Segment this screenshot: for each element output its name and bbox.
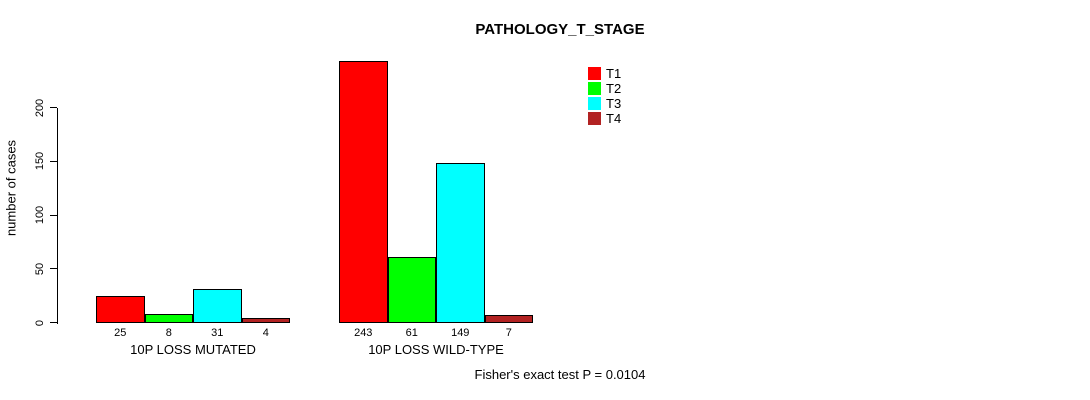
legend-swatch-t3 — [588, 97, 601, 110]
legend-row-t1: T1 — [588, 66, 621, 81]
category-label: 10P LOSS WILD-TYPE — [368, 342, 504, 357]
y-axis-tick — [50, 214, 57, 216]
bar-t2-group2 — [387, 257, 436, 323]
y-axis-tick-label: 100 — [34, 206, 46, 225]
bar-t1-group1 — [96, 295, 145, 323]
bar-value-label: 243 — [354, 327, 373, 339]
bar-value-label: 61 — [405, 327, 418, 339]
legend-label-t2: T2 — [606, 81, 622, 96]
bar-t3-group2 — [436, 162, 485, 323]
bar-t3-group1 — [193, 289, 242, 323]
bar-t1-group2 — [339, 61, 388, 323]
bar-value-label: 4 — [262, 327, 269, 339]
legend-row-t4: T4 — [588, 111, 621, 126]
y-axis-tick-label: 150 — [34, 152, 46, 171]
bar-value-label: 25 — [114, 327, 127, 339]
legend-row-t2: T2 — [588, 81, 621, 96]
y-axis-tick — [50, 107, 57, 109]
legend-row-t3: T3 — [588, 96, 621, 111]
bar-value-label: 149 — [451, 327, 470, 339]
bar-t4-group2 — [484, 315, 533, 323]
bar-value-label: 7 — [505, 327, 512, 339]
legend-swatch-t4 — [588, 112, 601, 125]
legend: T1 T2 T3 T4 — [588, 66, 621, 126]
category-label: 10P LOSS MUTATED — [130, 342, 256, 357]
bar-value-label: 8 — [165, 327, 172, 339]
bar-t2-group1 — [144, 314, 193, 323]
legend-swatch-t2 — [588, 82, 601, 95]
legend-label-t1: T1 — [606, 66, 622, 81]
bar-value-label: 31 — [211, 327, 224, 339]
y-axis-line — [57, 107, 58, 324]
y-axis-tick-label: 0 — [34, 319, 46, 326]
chart-title: PATHOLOGY_T_STAGE — [475, 21, 645, 38]
legend-label-t3: T3 — [606, 96, 622, 111]
footnote-text: Fisher's exact test P = 0.0104 — [474, 367, 646, 382]
y-axis-tick — [50, 160, 57, 162]
bar-t4-group1 — [241, 318, 290, 323]
y-axis-tick — [50, 322, 57, 324]
legend-label-t4: T4 — [606, 111, 622, 126]
y-axis-tick-label: 50 — [34, 262, 46, 276]
y-axis-label: number of cases — [3, 139, 19, 237]
legend-swatch-t1 — [588, 67, 601, 80]
y-axis-tick-label: 200 — [34, 98, 46, 117]
y-axis-tick — [50, 268, 57, 270]
